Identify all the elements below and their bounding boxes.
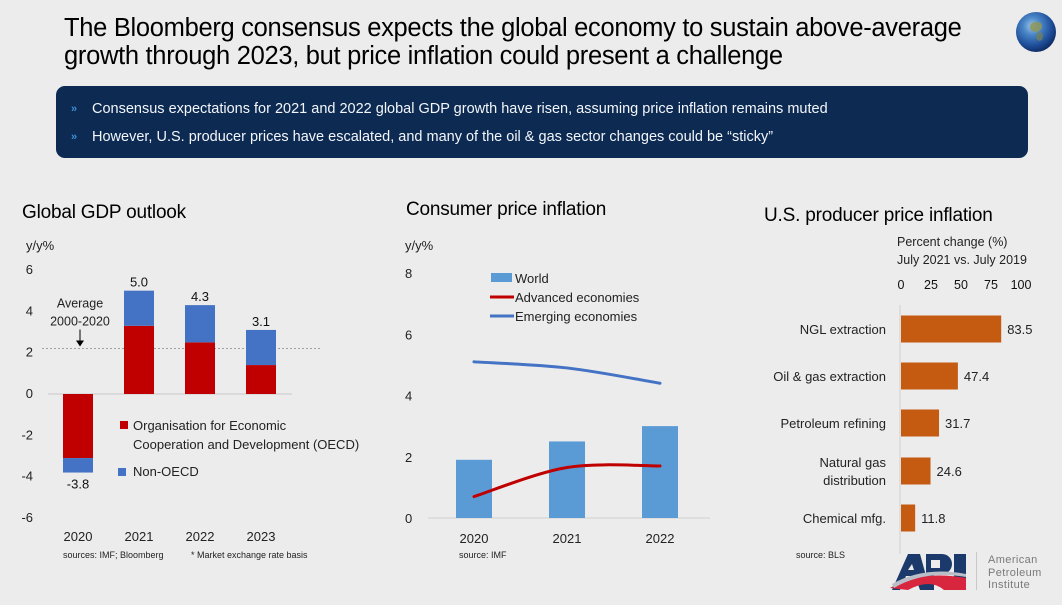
legend-swatch-non-oecd [118, 468, 126, 476]
bar-value-label: 11.8 [921, 511, 945, 526]
bar-ppi [901, 315, 1002, 343]
x-tick-label: 2022 [646, 531, 675, 546]
ppi-chart-title: U.S. producer price inflation [764, 205, 993, 226]
category-label: NGL extraction [800, 322, 886, 337]
bar-world [642, 426, 678, 518]
legend-swatch-oecd [120, 421, 128, 429]
bar-ppi [901, 362, 958, 390]
category-label: Natural gas [820, 455, 887, 470]
legend-label-oecd: Cooperation and Development (OECD) [133, 437, 359, 452]
y-tick-label: 0 [26, 386, 33, 401]
bullet-text: Consensus expectations for 2021 and 2022… [92, 101, 828, 117]
category-label: Oil & gas extraction [773, 369, 886, 384]
footnote: * Market exchange rate basis [191, 550, 308, 560]
bar-non-oecd [63, 458, 93, 473]
x-tick-label: 25 [924, 278, 938, 292]
y-tick-label: 4 [405, 389, 412, 404]
logo-divider [976, 552, 977, 590]
globe-icon [1016, 12, 1056, 52]
gdp-chart-title: Global GDP outlook [22, 202, 186, 223]
y-tick-label: 4 [26, 303, 33, 318]
y-tick-label: -2 [21, 427, 33, 442]
source-note: source: BLS [796, 550, 845, 560]
reference-label: Average [57, 297, 103, 311]
x-tick-label: 0 [898, 278, 905, 292]
bar-non-oecd [185, 305, 215, 343]
api-name: American Petroleum Institute [988, 554, 1042, 592]
y-tick-label: 2 [405, 450, 412, 465]
bar-oecd [185, 342, 215, 394]
double-chevron-right-icon: » [70, 103, 78, 115]
total-data-label: 3.1 [252, 314, 270, 329]
y-axis-label: y/y% [26, 238, 55, 253]
legend-label-emerging: Emerging economies [515, 309, 638, 324]
y-tick-label: 2 [26, 345, 33, 360]
bullet-item: » Consensus expectations for 2021 and 20… [66, 95, 1028, 123]
bar-ppi [901, 504, 916, 532]
bar-value-label: 24.6 [937, 464, 962, 479]
y-tick-label: 0 [405, 511, 412, 526]
x-tick-label: 50 [954, 278, 968, 292]
bar-world [549, 441, 585, 518]
y-tick-label: 6 [26, 262, 33, 277]
y-tick-label: -4 [21, 469, 33, 484]
total-data-label: -3.8 [67, 477, 89, 492]
source-note: source: IMF [459, 550, 507, 560]
key-points-banner: » Consensus expectations for 2021 and 20… [56, 86, 1028, 158]
bar-ppi [901, 409, 940, 437]
api-logo [890, 554, 966, 590]
x-tick-label: 2021 [553, 531, 582, 546]
ppi-chart: Percent change (%) July 2021 vs. July 201… [773, 235, 1032, 560]
y-tick-label: 8 [405, 266, 412, 281]
legend-label-non-oecd: Non-OECD [133, 464, 199, 479]
bar-value-label: 83.5 [1007, 322, 1032, 337]
cpi-chart-title: Consumer price inflation [406, 199, 607, 220]
total-data-label: 5.0 [130, 275, 148, 290]
line-advanced-economies [472, 463, 662, 499]
bar-oecd [246, 365, 276, 394]
bar-oecd [63, 394, 93, 459]
bar-value-label: 31.7 [945, 416, 970, 431]
reference-label: 2000-2020 [50, 315, 110, 329]
y-tick-label: -6 [21, 510, 33, 525]
legend-label-oecd: Organisation for Economic [133, 418, 287, 433]
y-tick-label: 6 [405, 327, 412, 342]
legend-label-advanced: Advanced economies [515, 290, 640, 305]
chart-subtitle: July 2021 vs. July 2019 [897, 253, 1027, 267]
slide-title: The Bloomberg consensus expects the glob… [64, 14, 962, 70]
gdp-chart: y/y% 6 4 2 0 -2 -4 -6 Average 2000-2020 -3.8 2020 5.… [21, 238, 359, 560]
total-data-label: 4.3 [191, 289, 209, 304]
bar-value-label: 47.4 [964, 369, 989, 384]
api-name-line: Petroleum [988, 566, 1042, 579]
bullet-text: However, U.S. producer prices have escal… [92, 129, 774, 145]
x-tick-label: 2020 [64, 529, 93, 544]
bar-non-oecd [246, 329, 276, 366]
x-tick-label: 100 [1011, 278, 1032, 292]
y-axis-label: y/y% [405, 238, 434, 253]
legend-swatch-world [491, 273, 512, 282]
bar-non-oecd [124, 290, 154, 326]
legend-label-world: World [515, 271, 549, 286]
chart-subtitle: Percent change (%) [897, 235, 1007, 249]
bar-oecd [124, 325, 154, 394]
x-tick-label: 2022 [186, 529, 215, 544]
bullet-item: » However, U.S. producer prices have esc… [66, 123, 1028, 151]
category-label: Chemical mfg. [803, 511, 886, 526]
x-tick-label: 2020 [460, 531, 489, 546]
api-name-line: American [988, 554, 1038, 566]
category-label: Petroleum refining [781, 416, 887, 431]
api-name-line: Institute [988, 579, 1031, 591]
down-arrow-icon [76, 340, 84, 347]
bar-world [456, 459, 492, 518]
x-tick-label: 75 [984, 278, 998, 292]
category-label: distribution [823, 473, 886, 488]
x-tick-label: 2021 [125, 529, 154, 544]
x-tick-label: 2023 [247, 529, 276, 544]
line-emerging-economies [472, 360, 662, 385]
bar-ppi [901, 457, 931, 485]
source-note: sources: IMF; Bloomberg [63, 550, 164, 560]
double-chevron-right-icon: » [70, 131, 78, 143]
